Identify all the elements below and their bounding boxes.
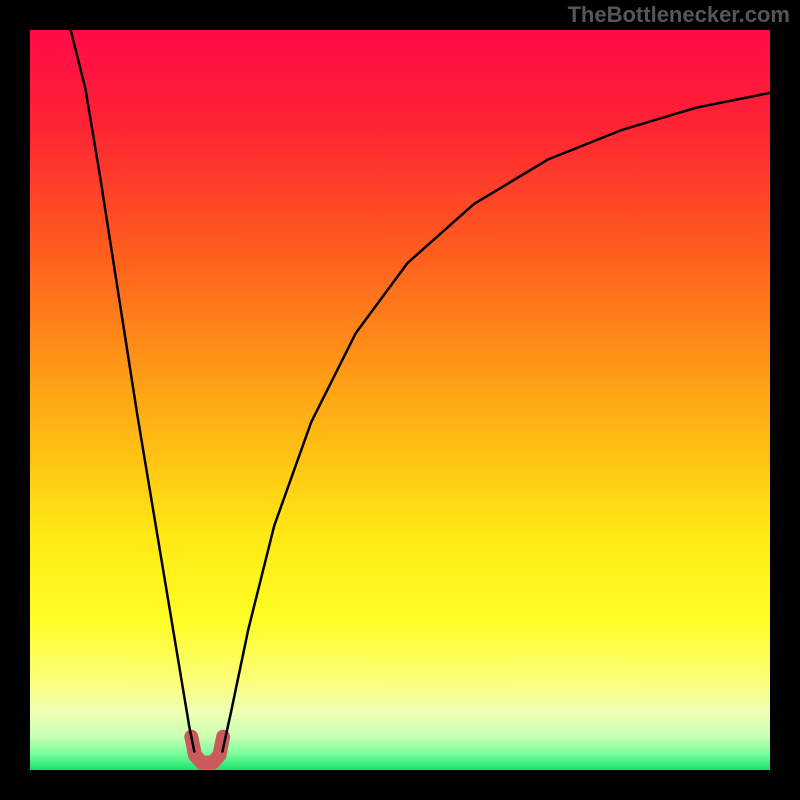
plot-area <box>30 30 770 770</box>
chart-frame: TheBottlenecker.com <box>0 0 800 800</box>
watermark-label: TheBottlenecker.com <box>567 2 790 28</box>
plot-svg <box>30 30 770 770</box>
gradient-background <box>30 30 770 770</box>
